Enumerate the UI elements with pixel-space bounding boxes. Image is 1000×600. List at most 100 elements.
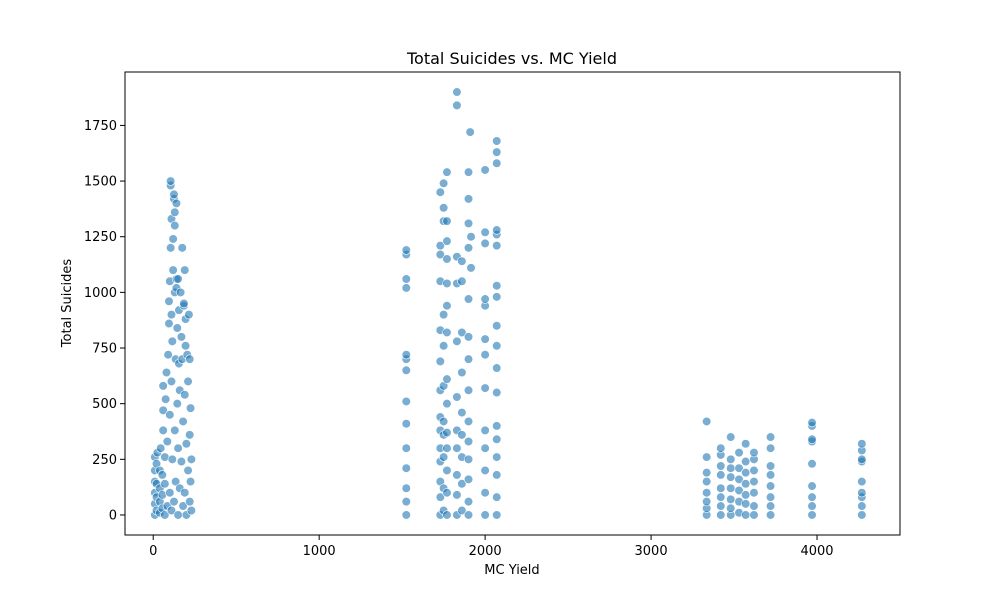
scatter-point (435, 356, 445, 366)
scatter-point (158, 405, 168, 415)
scatter-point (492, 225, 502, 235)
scatter-point (741, 479, 751, 489)
scatter-point (452, 490, 462, 500)
scatter-point (765, 492, 776, 502)
x-tick-label: 1000 (303, 544, 336, 559)
scatter-point (463, 294, 474, 304)
x-tick-label: 0 (149, 544, 157, 559)
scatter-point (749, 476, 759, 487)
scatter-point (171, 476, 181, 487)
scatter-point (741, 468, 751, 478)
scatter-point (480, 294, 490, 304)
scatter-point (452, 87, 462, 97)
scatter-point (480, 350, 490, 360)
scatter-point (463, 243, 474, 253)
scatter-point (807, 459, 817, 469)
x-axis-label: MC Yield (484, 563, 539, 578)
scatter-point (170, 425, 180, 435)
scatter-point (749, 510, 759, 520)
scatter-point (749, 465, 759, 476)
scatter-point (749, 501, 759, 511)
scatter-point (807, 481, 817, 491)
scatter-point (463, 416, 474, 427)
scatter-point (401, 510, 411, 520)
scatter-point (807, 434, 817, 444)
scatter-point (166, 376, 177, 387)
x-tick-label: 3000 (635, 544, 668, 559)
scatter-point (457, 407, 467, 418)
scatter-point (463, 354, 474, 364)
scatter-point (164, 296, 174, 306)
scatter-point (702, 488, 712, 498)
scatter-point (492, 292, 502, 302)
scatter-point (807, 510, 817, 520)
scatter-point (163, 350, 173, 360)
scatter-point (857, 439, 867, 449)
scatter-point (401, 274, 411, 284)
scatter-point (179, 298, 189, 309)
scatter-point (169, 497, 179, 507)
scatter-point (492, 158, 502, 168)
scatter-point (480, 488, 490, 498)
scatter-point (463, 474, 474, 484)
scatter-point (765, 432, 776, 442)
scatter-point (452, 100, 462, 110)
scatter-point (442, 488, 452, 498)
scatter-point (401, 365, 411, 375)
scatter-point (173, 443, 183, 453)
scatter-point (463, 510, 474, 520)
scatter-point (492, 341, 502, 351)
scatter-point (492, 363, 502, 373)
scatter-point (442, 278, 452, 289)
scatter-point (857, 488, 867, 498)
scatter-point (734, 448, 744, 458)
x-axis: 0 1000 2000 3000 4000 (149, 535, 834, 559)
scatter-point (442, 399, 452, 409)
scatter-point (167, 454, 177, 464)
scatter-point (765, 443, 776, 453)
scatter-point (442, 465, 452, 476)
scatter-point (177, 243, 187, 253)
scatter-point (480, 227, 490, 237)
scatter-point (173, 274, 183, 284)
scatter-point (492, 510, 502, 520)
scatter-point (166, 505, 177, 516)
scatter-point (401, 443, 411, 453)
scatter-point (452, 443, 462, 453)
scatter-point (492, 434, 502, 444)
scatter-point (181, 439, 191, 449)
scatter-point (716, 492, 726, 502)
scatter-point (492, 387, 502, 398)
scatter-point (180, 390, 190, 400)
scatter-point (452, 470, 462, 480)
scatter-point (492, 470, 502, 480)
scatter-point (168, 234, 178, 244)
scatter-point (185, 497, 195, 507)
scatter-point (435, 241, 445, 251)
scatter-point (176, 456, 187, 467)
scatter-point (857, 501, 867, 511)
scatter-point (170, 207, 180, 217)
scatter-point (702, 468, 712, 478)
x-tick-label: 4000 (800, 544, 833, 559)
scatter-point (492, 281, 502, 291)
y-tick-label: 1250 (84, 230, 117, 245)
scatter-point (401, 483, 411, 493)
scatter-point (457, 430, 467, 440)
scatter-point (401, 463, 411, 473)
scatter-point (857, 454, 867, 464)
scatter-point (442, 374, 452, 384)
scatter-point (716, 470, 726, 480)
scatter-point (442, 510, 452, 520)
y-tick-label: 750 (92, 342, 117, 357)
scatter-point (857, 510, 867, 520)
scatter-point (170, 220, 180, 231)
scatter-point (185, 476, 196, 487)
scatter-point (463, 332, 474, 342)
scatter-point (452, 336, 462, 346)
scatter-point (168, 265, 178, 275)
scatter-point (457, 479, 467, 489)
scatter-point (442, 301, 452, 311)
scatter-point (457, 256, 467, 266)
